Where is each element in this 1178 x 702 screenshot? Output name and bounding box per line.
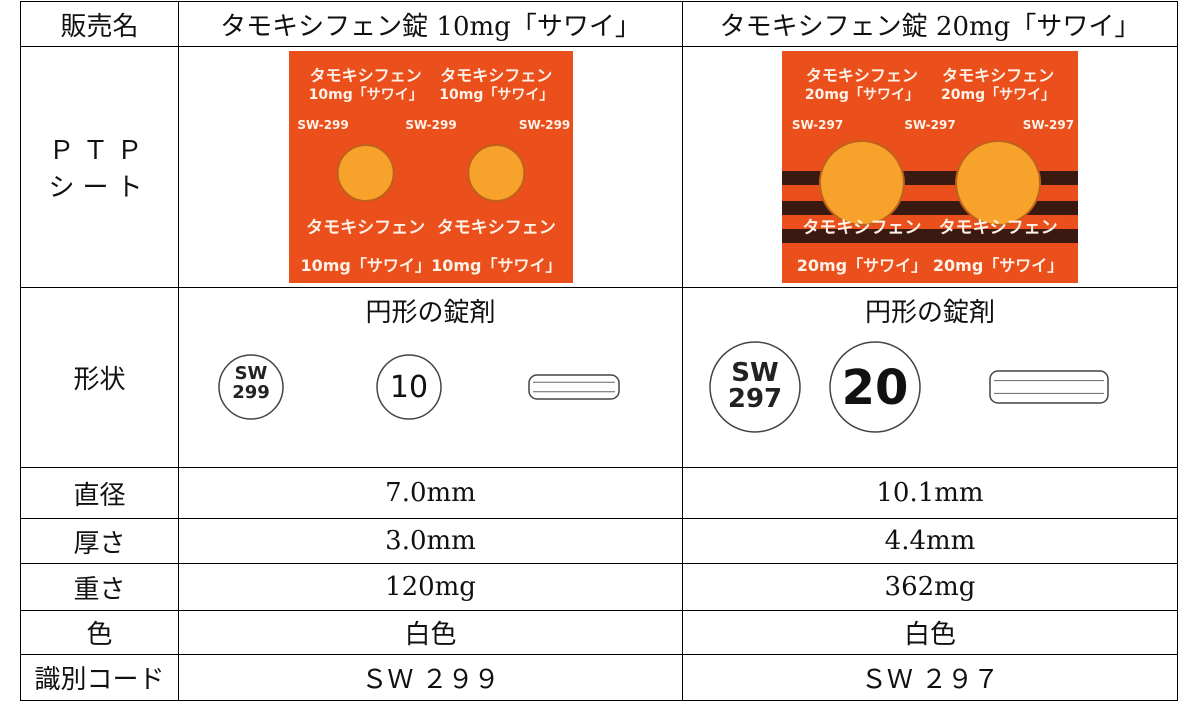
value-cell: 白色	[178, 610, 683, 655]
header-cell: 販売名	[20, 1, 179, 47]
value-cell: 7.0mm	[178, 467, 683, 519]
ptp-print: タモキシフェン	[436, 218, 555, 238]
value-cell: 白色	[682, 610, 1178, 655]
ptp-print: SW-299	[405, 118, 456, 132]
ptp-print: タモキシフェン	[806, 66, 918, 85]
table-row: 厚さ 3.0mm 4.4mm	[20, 518, 1178, 564]
ptp-print: SW-297	[904, 118, 955, 132]
ptp-label-line: ＰＴＰ	[48, 136, 151, 166]
shape-caption: 円形の錠剤	[365, 298, 496, 328]
value-cell: ＳＷ ２９９	[178, 654, 683, 701]
tablet-back	[829, 341, 921, 433]
tablet-front	[709, 341, 801, 433]
ptp-print: 20mg「サワイ」	[933, 256, 1063, 275]
table-row: ＰＴＰ シート タモキシフェン 10mg「サワイ」 タモキシフェン 10mg「サワイ」 SW…	[20, 46, 1178, 288]
ptp-print: 20mg「サワイ」	[797, 256, 927, 275]
tablet-face: 10	[389, 370, 427, 405]
value-cell: 10.1mm	[682, 467, 1178, 519]
tablet-back	[375, 354, 442, 420]
header-cell: タモキシフェン錠 10mg「サワイ」	[178, 1, 683, 47]
table-row: 形状 円形の錠剤 SW 299 10 円形の錠剤 SW 297 20	[20, 287, 1178, 468]
ptp-print: タモキシフェン	[306, 218, 425, 238]
ptp-print: SW-299	[518, 118, 569, 132]
ptp-print: 10mg「サワイ」	[431, 256, 561, 275]
ptp-print: 10mg「サワイ」	[439, 86, 553, 103]
ptp-print: タモキシフェン	[440, 66, 552, 85]
ptp-print: SW-297	[792, 118, 843, 132]
ptp-sheet	[288, 51, 573, 283]
ptp-stripe	[782, 229, 1078, 243]
ptp-print: 10mg「サワイ」	[308, 86, 422, 103]
table-row: 識別コード ＳＷ ２９９ ＳＷ ２９７	[20, 654, 1178, 701]
ptp-print: SW-297	[1023, 118, 1074, 132]
tablet-blister	[955, 140, 1042, 226]
row-label: 重さ	[20, 563, 179, 611]
shape-cell: 円形の錠剤 SW 297 20	[682, 287, 1178, 468]
row-label: ＰＴＰ シート	[20, 46, 179, 288]
value-cell: 120mg	[178, 563, 683, 611]
tablet-blister	[818, 140, 905, 226]
row-label: 形状	[20, 287, 179, 468]
ptp-print: タモキシフェン	[309, 66, 421, 85]
value-cell: 362mg	[682, 563, 1178, 611]
ptp-print: 20mg「サワイ」	[805, 86, 919, 103]
tablet-blister	[336, 144, 395, 202]
tablet-imprint: SW	[234, 363, 267, 384]
value-cell: 4.4mm	[682, 518, 1178, 564]
table-row: 販売名 タモキシフェン錠 10mg「サワイ」 タモキシフェン錠 20mg「サワイ」	[20, 1, 1178, 47]
row-label: 識別コード	[20, 654, 179, 701]
ptp-print: 20mg「サワイ」	[941, 86, 1055, 103]
tablet-blister	[466, 144, 525, 202]
row-label: 直径	[20, 467, 179, 519]
tablet-imprint: SW	[731, 358, 778, 388]
ptp-cell: タモキシフェン 20mg「サワイ」 タモキシフェン 20mg「サワイ」 SW-297 SW…	[682, 46, 1178, 288]
tablet-face: 20	[842, 360, 909, 416]
row-label: 色	[20, 610, 179, 655]
ptp-print: タモキシフェン	[939, 218, 1058, 238]
shape-cell: 円形の錠剤 SW 299 10	[178, 287, 683, 468]
ptp-cell: タモキシフェン 10mg「サワイ」 タモキシフェン 10mg「サワイ」 SW-299 SW…	[178, 46, 683, 288]
table-row: 直径 7.0mm 10.1mm	[20, 467, 1178, 519]
tablet-side	[989, 370, 1109, 404]
table-row: 重さ 120mg 362mg	[20, 563, 1178, 611]
ptp-print: 10mg「サワイ」	[300, 256, 430, 275]
header-cell: タモキシフェン錠 20mg「サワイ」	[682, 1, 1178, 47]
tablet-imprint: 299	[232, 382, 270, 403]
row-label: 厚さ	[20, 518, 179, 564]
tablet-imprint: 297	[728, 384, 782, 414]
ptp-print: SW-299	[297, 118, 348, 132]
tablet-side	[527, 374, 620, 400]
tablet-front	[217, 354, 284, 420]
value-cell: 3.0mm	[178, 518, 683, 564]
ptp-label-line: シート	[48, 173, 151, 203]
ptp-print: タモキシフェン	[942, 66, 1054, 85]
value-cell: ＳＷ ２９７	[682, 654, 1178, 701]
shape-caption: 円形の錠剤	[864, 298, 995, 328]
table-row: 色白色 白色	[20, 610, 1178, 655]
spec-table: 販売名 タモキシフェン錠 10mg「サワイ」 タモキシフェン錠 20mg「サワイ」 Ｐ…	[20, 1, 1178, 701]
ptp-print: タモキシフェン	[802, 218, 921, 238]
